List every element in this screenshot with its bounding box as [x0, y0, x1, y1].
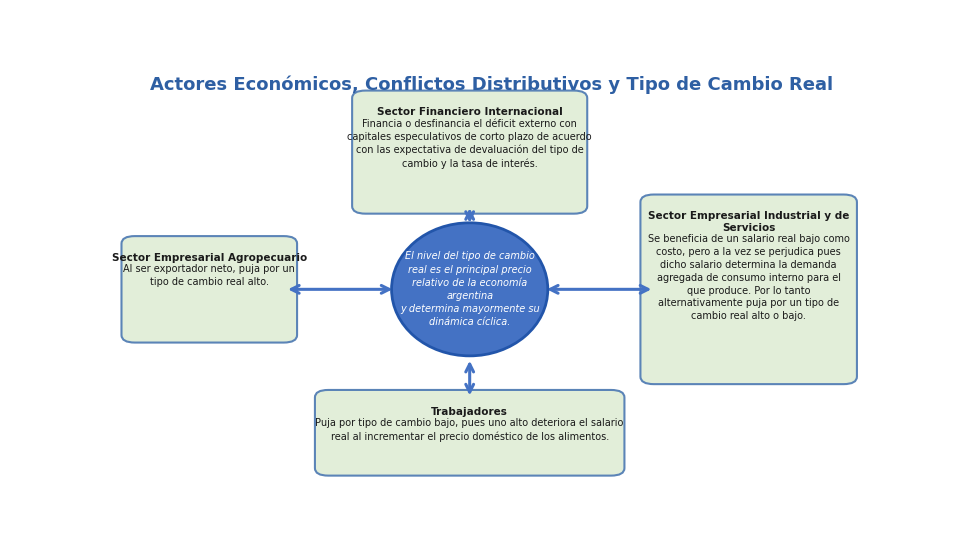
Text: Actores Económicos, Conflictos Distributivos y Tipo de Cambio Real: Actores Económicos, Conflictos Distribut…: [151, 75, 833, 94]
Text: Al ser exportador neto, puja por un
tipo de cambio real alto.: Al ser exportador neto, puja por un tipo…: [123, 265, 296, 287]
Text: Trabajadores: Trabajadores: [431, 407, 508, 416]
Text: Financia o desfinancia el déficit externo con
capitales especulativos de corto p: Financia o desfinancia el déficit extern…: [348, 119, 592, 168]
Text: Sector Empresarial Agropecuario: Sector Empresarial Agropecuario: [111, 253, 307, 263]
FancyBboxPatch shape: [352, 91, 588, 214]
Text: El nivel del tipo de cambio
real es el principal precio
relativo de la economía
: El nivel del tipo de cambio real es el p…: [400, 251, 540, 327]
Text: Sector Financiero Internacional: Sector Financiero Internacional: [377, 107, 563, 117]
Text: Se beneficia de un salario real bajo como
costo, pero a la vez se perjudica pues: Se beneficia de un salario real bajo com…: [648, 234, 850, 321]
Text: Sector Empresarial Industrial y de
Servicios: Sector Empresarial Industrial y de Servi…: [648, 211, 850, 233]
Ellipse shape: [392, 223, 548, 356]
FancyBboxPatch shape: [640, 194, 857, 384]
FancyBboxPatch shape: [315, 390, 624, 476]
FancyBboxPatch shape: [122, 236, 297, 342]
Text: Puja por tipo de cambio bajo, pues uno alto deteriora el salario
real al increme: Puja por tipo de cambio bajo, pues uno a…: [316, 418, 624, 442]
